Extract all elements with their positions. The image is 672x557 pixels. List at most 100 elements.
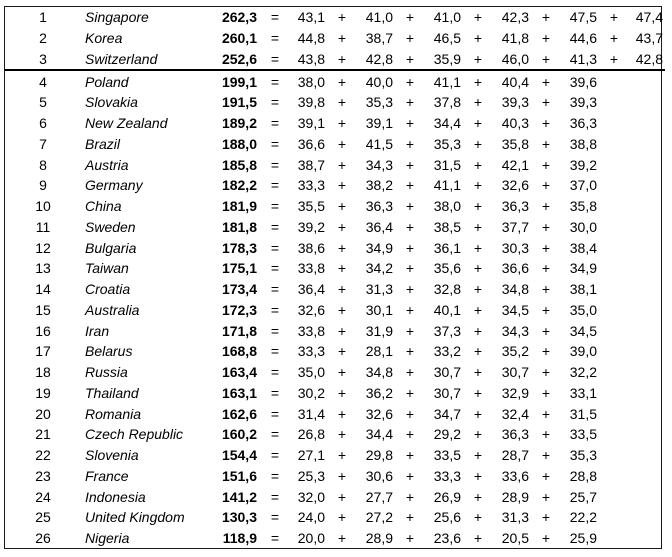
plus-sign: + bbox=[327, 69, 357, 92]
problem-score-cell: 38,2 bbox=[365, 177, 393, 194]
empty-cell bbox=[599, 113, 629, 134]
plus-sign: + bbox=[473, 30, 483, 47]
country-cell: Belarus bbox=[85, 343, 133, 360]
problem-score-cell: 43,1 bbox=[297, 9, 325, 26]
plus-sign: + bbox=[337, 260, 347, 277]
rank-cell: 8 bbox=[39, 156, 47, 173]
plus-sign: + bbox=[473, 343, 483, 360]
table-row: 8 Austria 185,8 = 38,7 +34,3 +31,5 +42,1 +39,2 bbox=[5, 154, 665, 175]
problem-score-cell: 31,9 bbox=[365, 322, 393, 339]
rank-cell: 16 bbox=[35, 322, 51, 339]
empty-cell bbox=[599, 69, 629, 92]
problem-score-cell: 37,0 bbox=[569, 177, 597, 194]
table-row: 23 France 151,6 = 25,3 +30,6 +33,3 +33,6 +28,8 bbox=[5, 466, 665, 487]
equals-sign: = bbox=[270, 9, 280, 26]
equals-sign: = bbox=[270, 115, 280, 132]
plus-sign: + bbox=[337, 364, 347, 381]
problem-score-cell: 36,1 bbox=[433, 239, 461, 256]
country-cell: Slovenia bbox=[85, 447, 139, 464]
problem-score-cell: 31,3 bbox=[365, 281, 393, 298]
problem-score-cell: 41,0 bbox=[433, 9, 461, 26]
equals-sign: = bbox=[270, 30, 280, 47]
problem-score-cell: 38,7 bbox=[365, 30, 393, 47]
rank-cell: 24 bbox=[35, 488, 51, 505]
plus-sign: + bbox=[405, 218, 415, 235]
problem-score-cell: 31,4 bbox=[297, 405, 325, 422]
problem-score-cell: 32,2 bbox=[569, 364, 597, 381]
empty-cell bbox=[629, 403, 665, 424]
plus-sign: + bbox=[337, 239, 347, 256]
table-row: 22 Slovenia 154,4 = 27,1 +29,8 +33,5 +28,7 +35,3 bbox=[5, 445, 665, 466]
table-row: 11 Sweden 181,8 = 39,2 +36,4 +38,5 +37,7 +30,0 bbox=[5, 217, 665, 238]
plus-sign: + bbox=[473, 301, 483, 318]
country-cell: Singapore bbox=[85, 9, 149, 26]
plus-sign: + bbox=[473, 50, 483, 67]
problem-score-cell: 35,3 bbox=[365, 94, 393, 111]
problem-score-cell: 33,8 bbox=[297, 260, 325, 277]
empty-cell bbox=[629, 113, 665, 134]
problem-score-cell: 40,4 bbox=[493, 69, 531, 92]
plus-sign: + bbox=[405, 260, 415, 277]
table-row: 5 Slovakia 191,5 = 39,8 +35,3 +37,8 +39,3 +39,3 bbox=[5, 92, 665, 113]
empty-cell bbox=[599, 92, 629, 113]
problem-score-cell: 37,7 bbox=[501, 218, 529, 235]
problem-score-cell: 31,3 bbox=[501, 509, 529, 526]
problem-score-cell: 31,5 bbox=[569, 405, 597, 422]
problem-score-cell: 34,9 bbox=[365, 239, 393, 256]
empty-cell bbox=[599, 424, 629, 445]
rank-cell: 18 bbox=[35, 364, 51, 381]
country-cell: Thailand bbox=[85, 384, 139, 401]
empty-cell bbox=[599, 154, 629, 175]
problem-score-cell: 35,5 bbox=[297, 198, 325, 215]
problem-score-cell: 38,4 bbox=[569, 239, 597, 256]
empty-cell bbox=[629, 237, 665, 258]
table-row: 18 Russia 163,4 = 35,0 +34,8 +30,7 +30,7 +32,2 bbox=[5, 362, 665, 383]
problem-score-cell: 43,7 bbox=[635, 30, 663, 47]
country-cell: Switzerland bbox=[85, 50, 158, 67]
country-cell: China bbox=[85, 198, 122, 215]
empty-cell bbox=[599, 237, 629, 258]
plus-sign: + bbox=[473, 322, 483, 339]
problem-score-cell: 35,0 bbox=[569, 301, 597, 318]
rank-cell: 1 bbox=[39, 9, 47, 26]
empty-cell bbox=[629, 466, 665, 487]
country-cell: Czech Republic bbox=[85, 426, 184, 443]
problem-score-cell: 29,2 bbox=[433, 426, 461, 443]
plus-sign: + bbox=[405, 239, 415, 256]
plus-sign: + bbox=[473, 488, 483, 505]
rank-cell: 10 bbox=[35, 198, 51, 215]
total-score-cell: 151,6 bbox=[221, 467, 257, 484]
total-score-cell: 188,0 bbox=[221, 135, 257, 152]
problem-score-cell: 38,8 bbox=[569, 135, 597, 152]
total-score-cell: 141,2 bbox=[221, 488, 257, 505]
ranking-table-body: 1 Singapore 262,3 = 43,1 +41,0 +41,0 +42,3 +47,5… bbox=[5, 7, 665, 549]
problem-score-cell: 32,6 bbox=[297, 301, 325, 318]
problem-score-cell: 42,3 bbox=[501, 9, 529, 26]
plus-sign: + bbox=[405, 301, 415, 318]
problem-score-cell: 42,1 bbox=[501, 156, 529, 173]
plus-sign: + bbox=[405, 509, 415, 526]
plus-sign: + bbox=[473, 405, 483, 422]
problem-score-cell: 43,8 bbox=[297, 50, 325, 67]
country-cell: Indonesia bbox=[85, 488, 146, 505]
problem-score-cell: 25,7 bbox=[569, 488, 597, 505]
empty-cell bbox=[629, 341, 665, 362]
problem-score-cell: 34,2 bbox=[365, 260, 393, 277]
problem-score-cell: 28,9 bbox=[501, 488, 529, 505]
equals-sign: = bbox=[270, 177, 280, 194]
rank-cell: 25 bbox=[35, 509, 51, 526]
problem-score-cell: 39,2 bbox=[569, 156, 597, 173]
empty-cell bbox=[599, 528, 629, 549]
problem-score-cell: 35,6 bbox=[433, 260, 461, 277]
plus-sign: + bbox=[473, 135, 483, 152]
table-row: 13 Taiwan 175,1 = 33,8 +34,2 +35,6 +36,6 +34,9 bbox=[5, 258, 665, 279]
problem-score-cell: 33,5 bbox=[569, 426, 597, 443]
problem-score-cell: 34,4 bbox=[365, 426, 393, 443]
empty-cell bbox=[629, 217, 665, 238]
equals-sign: = bbox=[270, 488, 280, 505]
plus-sign: + bbox=[541, 260, 551, 277]
plus-sign: + bbox=[405, 467, 415, 484]
plus-sign: + bbox=[337, 30, 347, 47]
problem-score-cell: 41,1 bbox=[425, 69, 463, 92]
problem-score-cell: 27,1 bbox=[297, 447, 325, 464]
